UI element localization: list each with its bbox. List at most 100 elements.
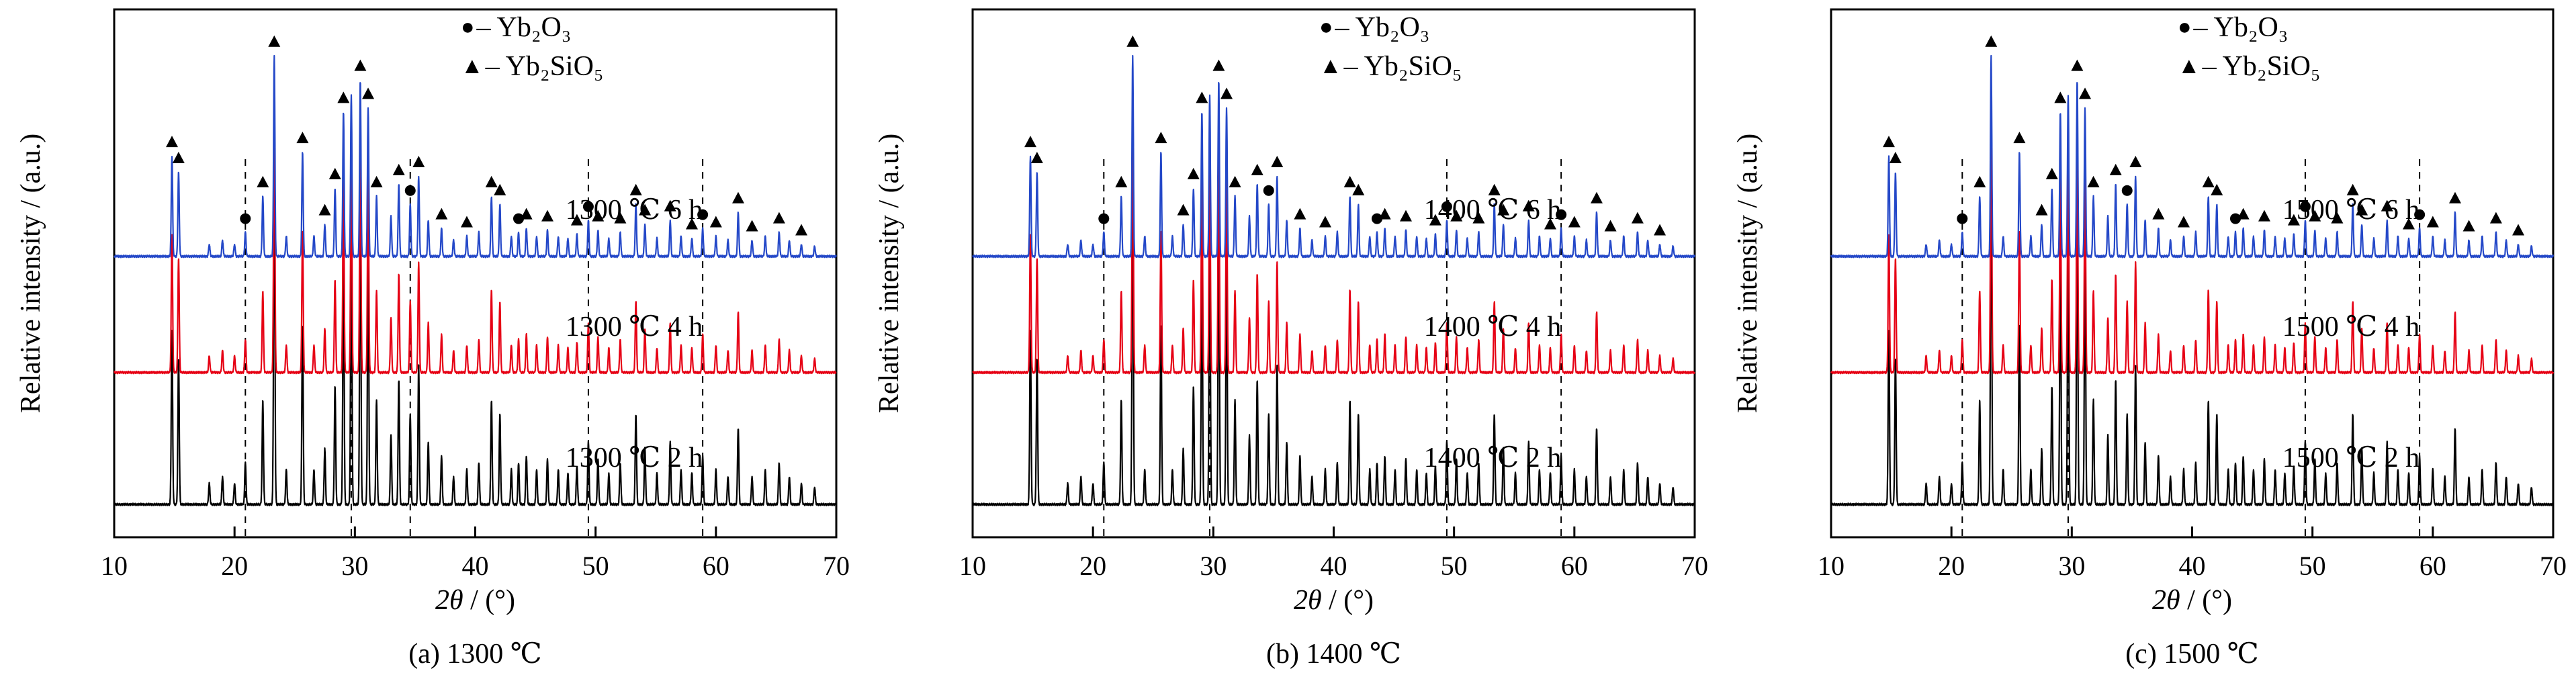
x-tick-label: 70 xyxy=(1681,551,1708,581)
yb2sio5-triangle-marker xyxy=(2035,203,2048,216)
yb2sio5-triangle-marker xyxy=(1155,132,1167,144)
legend-item-yb2o3: ● – Yb₂O₃ xyxy=(461,8,604,47)
yb2sio5-triangle-marker xyxy=(2462,220,2475,232)
x-tick-label: 20 xyxy=(221,551,248,581)
yb2sio5-triangle-marker xyxy=(2079,87,2092,99)
phase-legend: ● – Yb₂O₃ ▲ – Yb₂SiO₅ xyxy=(461,8,604,86)
x-axis-label-2theta: 2θ xyxy=(2151,585,2180,616)
yb2sio5-triangle-marker xyxy=(494,183,506,195)
x-axis-label-units: / (°) xyxy=(2180,585,2233,616)
yb2sio5-triangle-marker xyxy=(772,212,785,224)
x-tick-label: 40 xyxy=(462,551,489,581)
yb2o3-circle-marker xyxy=(1441,201,1452,212)
yb2sio5-triangle-marker xyxy=(2013,132,2026,144)
yb2sio5-triangle-marker xyxy=(1604,220,1617,232)
yb2sio5-triangle-marker xyxy=(1212,59,1225,71)
yb2sio5-triangle-marker xyxy=(709,216,722,228)
yb2sio5-triangle-marker xyxy=(1352,183,1365,195)
yb2sio5-triangle-marker xyxy=(2202,175,2215,187)
xrd-plot-canvas-a: 10 20 30 40 50 60 70 xyxy=(101,8,850,581)
legend-label-yb2sio5: – Yb₂SiO₅ xyxy=(485,51,604,82)
yb2sio5-triangle-marker xyxy=(1568,216,1581,228)
circle-marker-icon: ● xyxy=(2178,15,2192,40)
yb2sio5-triangle-marker xyxy=(354,59,367,71)
yb2sio5-triangle-marker xyxy=(2152,208,2165,220)
yb2sio5-triangle-marker xyxy=(2448,191,2461,203)
yb2sio5-triangle-marker xyxy=(2512,224,2525,236)
x-axis-ticks xyxy=(1830,526,2555,537)
yb2o3-circle-marker xyxy=(404,185,416,196)
trace-label-4h: 1400 ℃ 4 h xyxy=(1423,312,1562,342)
y-axis-label: Relative intensity / (a.u.) xyxy=(1732,133,1763,414)
xrd-panel-b: 10 20 30 40 50 60 70 Relative intensity / (a.u… xyxy=(858,0,1717,687)
yb2o3-circle-marker xyxy=(2121,185,2133,196)
x-tick-label: 70 xyxy=(823,551,850,581)
x-axis-ticks xyxy=(971,526,1696,537)
x-axis-label: 2θ / (°) xyxy=(973,584,1695,616)
y-axis-label: Relative intensity / (a.u.) xyxy=(874,133,905,414)
x-tick-label: 30 xyxy=(341,551,368,581)
xrd-plot-canvas-b: 10 20 30 40 50 60 70 xyxy=(959,8,1708,581)
yb2sio5-triangle-marker xyxy=(2403,218,2415,230)
x-tick-label: 20 xyxy=(1938,551,1965,581)
x-axis-label-units: / (°) xyxy=(1321,585,1374,616)
yb2sio5-triangle-marker xyxy=(2356,203,2368,216)
yb2sio5-triangle-marker xyxy=(1488,183,1501,195)
yb2sio5-triangle-marker xyxy=(1024,136,1036,148)
yb2o3-circle-marker xyxy=(1098,213,1110,224)
yb2sio5-triangle-marker xyxy=(746,220,758,232)
x-axis-label-2theta: 2θ xyxy=(1293,585,1322,616)
yb2o3-circle-marker xyxy=(697,209,709,220)
x-tick-label: 20 xyxy=(1079,551,1106,581)
yb2o3-circle-marker xyxy=(513,213,524,224)
yb2sio5-triangle-marker xyxy=(412,155,425,167)
yb2sio5-triangle-marker xyxy=(2045,167,2058,179)
yb2sio5-triangle-marker xyxy=(1985,35,1998,47)
yb2sio5-triangle-marker xyxy=(2489,212,2502,224)
yb2sio5-triangle-marker xyxy=(686,218,698,230)
phase-legend: ● – Yb₂O₃ ▲ – Yb₂SiO₅ xyxy=(2178,8,2321,86)
yb2sio5-triangle-marker xyxy=(337,91,350,103)
x-tick-label: 10 xyxy=(959,551,986,581)
yb2sio5-triangle-marker xyxy=(1126,35,1139,47)
yb2sio5-triangle-marker xyxy=(592,210,605,222)
legend-item-yb2o3: ● – Yb₂O₃ xyxy=(1319,8,1462,47)
yb2sio5-triangle-marker xyxy=(1883,136,1895,148)
panel-caption-c: (c) 1500 ℃ xyxy=(2125,639,2259,670)
panel-caption-b: (b) 1400 ℃ xyxy=(1266,639,1401,670)
yb2sio5-triangle-marker xyxy=(166,136,178,148)
yb2o3-circle-marker xyxy=(1957,213,1968,224)
legend-label-yb2sio5: – Yb₂SiO₅ xyxy=(1343,51,1462,82)
x-tick-label: 30 xyxy=(2058,551,2085,581)
x-axis-tick-labels: 10 20 30 40 50 60 70 xyxy=(959,551,1708,581)
yb2sio5-triangle-marker xyxy=(2071,59,2084,71)
x-tick-label: 30 xyxy=(1200,551,1227,581)
trace-label-6h: 1300 ℃ 6 h xyxy=(565,195,703,226)
trace-label-6h: 1500 ℃ 6 h xyxy=(2282,195,2420,226)
x-tick-label: 10 xyxy=(1818,551,1845,581)
x-axis-label: 2θ / (°) xyxy=(114,584,836,616)
yb2sio5-triangle-marker xyxy=(485,175,498,187)
yb2sio5-triangle-marker xyxy=(318,203,331,216)
yb2o3-circle-marker xyxy=(2230,213,2241,224)
yb2sio5-triangle-marker xyxy=(639,203,652,216)
yb2sio5-triangle-marker xyxy=(1472,212,1485,224)
yb2sio5-triangle-marker xyxy=(1187,167,1200,179)
yb2sio5-triangle-marker xyxy=(1271,155,1284,167)
xrd-trace-2h xyxy=(972,154,1695,506)
yb2sio5-triangle-marker xyxy=(460,216,473,228)
yb2sio5-triangle-marker xyxy=(795,224,808,236)
x-tick-label: 50 xyxy=(582,551,609,581)
yb2o3-circle-marker xyxy=(1263,185,1274,196)
yb2sio5-triangle-marker xyxy=(1889,151,1902,163)
yb2sio5-triangle-marker xyxy=(570,214,583,226)
yb2sio5-triangle-marker xyxy=(664,199,676,212)
xrd-trace-4h xyxy=(1830,97,2555,375)
yb2sio5-triangle-marker xyxy=(1973,175,1986,187)
xrd-trace-6h xyxy=(114,54,838,259)
phase-markers xyxy=(1024,35,1667,236)
panel-caption-a: (a) 1300 ℃ xyxy=(408,639,542,670)
yb2sio5-triangle-marker xyxy=(2129,155,2142,167)
x-tick-label: 60 xyxy=(703,551,729,581)
